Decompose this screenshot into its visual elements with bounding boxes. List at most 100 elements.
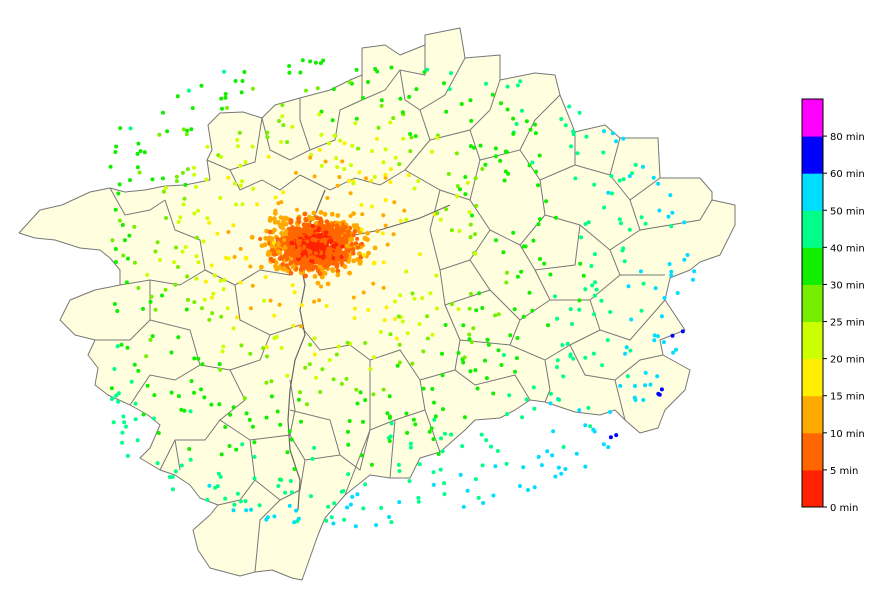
travel-time-point [238,163,243,168]
travel-time-point [275,237,281,242]
travel-time-point [404,269,409,274]
travel-time-point [185,274,190,279]
travel-time-point [336,238,341,244]
travel-time-point [331,377,336,382]
travel-time-point [359,453,364,458]
travel-time-point [309,258,315,264]
travel-time-point [239,343,244,348]
travel-time-point [493,154,498,159]
travel-time-point [460,444,465,449]
travel-time-point [116,191,121,196]
travel-time-point [493,464,498,469]
travel-time-point [652,338,657,343]
travel-time-point [671,350,676,355]
travel-time-point [609,174,614,178]
travel-time-point [249,507,253,512]
travel-time-point [305,402,309,407]
travel-time-point [174,179,179,184]
travel-time-point [243,499,248,504]
travel-time-point [391,116,396,121]
travel-time-point [136,286,141,290]
travel-time-point [145,272,150,277]
travel-time-point [338,138,343,143]
travel-time-point [185,167,190,172]
travel-time-point [621,246,626,251]
travel-time-point [144,354,149,359]
travel-time-point [608,410,612,414]
travel-time-point [176,220,181,224]
travel-time-point [222,69,227,74]
travel-time-point [296,516,301,521]
travel-time-point [555,358,560,363]
travel-time-point [155,240,160,245]
colorbar-tick-label: 25 min [830,318,865,329]
travel-time-point [361,253,366,257]
travel-time-point [192,356,197,361]
travel-time-point [417,462,422,467]
travel-time-point [465,180,470,185]
travel-time-point [499,101,503,106]
travel-time-point [560,343,565,347]
travel-time-point [397,469,402,473]
travel-time-point [592,252,597,257]
travel-time-point [314,375,319,380]
travel-time-point [145,383,150,388]
travel-time-point [113,247,118,251]
travel-time-point [329,211,335,217]
travel-time-point [278,422,283,427]
travel-time-point [438,467,443,472]
travel-time-point [285,373,290,378]
travel-time-point [264,228,269,234]
travel-time-point [275,249,281,255]
travel-time-point [172,260,176,265]
travel-time-point [268,298,273,303]
travel-time-point [685,253,690,257]
travel-time-point [432,400,436,405]
travel-time-point [259,243,265,249]
travel-time-point [240,79,245,83]
travel-time-point [110,238,115,243]
travel-time-point [284,235,290,241]
travel-time-point [339,229,345,235]
travel-time-point [312,274,318,279]
travel-time-point [239,90,244,95]
travel-time-point [546,323,550,328]
travel-time-point [269,243,275,249]
travel-time-point [406,173,411,178]
travel-time-point [308,155,313,160]
travel-time-point [682,220,687,225]
travel-time-point [563,123,568,128]
travel-time-point [473,368,478,373]
travel-time-point [190,106,195,111]
travel-time-point [265,130,270,135]
travel-time-point [321,58,326,63]
travel-time-point [110,396,115,401]
travel-time-point [602,129,606,134]
travel-time-point [652,333,657,338]
travel-time-point [287,70,292,75]
travel-time-point [538,257,542,261]
travel-time-point [358,390,363,395]
travel-time-point [207,220,212,225]
travel-time-point [250,144,255,149]
travel-time-point [182,196,187,201]
travel-time-point [475,386,480,391]
travel-time-point [218,278,223,283]
travel-time-point [264,415,269,420]
travel-time-point [366,307,371,312]
travel-time-point [292,520,297,525]
travel-time-point [474,203,479,208]
travel-time-point [318,258,323,263]
travel-time-point [319,132,324,137]
travel-time-point [298,232,303,238]
travel-time-point [194,184,198,189]
travel-time-point [223,92,228,96]
travel-time-point [281,123,286,128]
travel-time-point [270,247,275,253]
travel-time-point [449,228,454,233]
travel-time-point [408,441,413,446]
travel-time-point [591,427,596,432]
travel-time-point [303,365,308,370]
travel-time-point [444,207,449,212]
travel-time-point [468,291,473,296]
